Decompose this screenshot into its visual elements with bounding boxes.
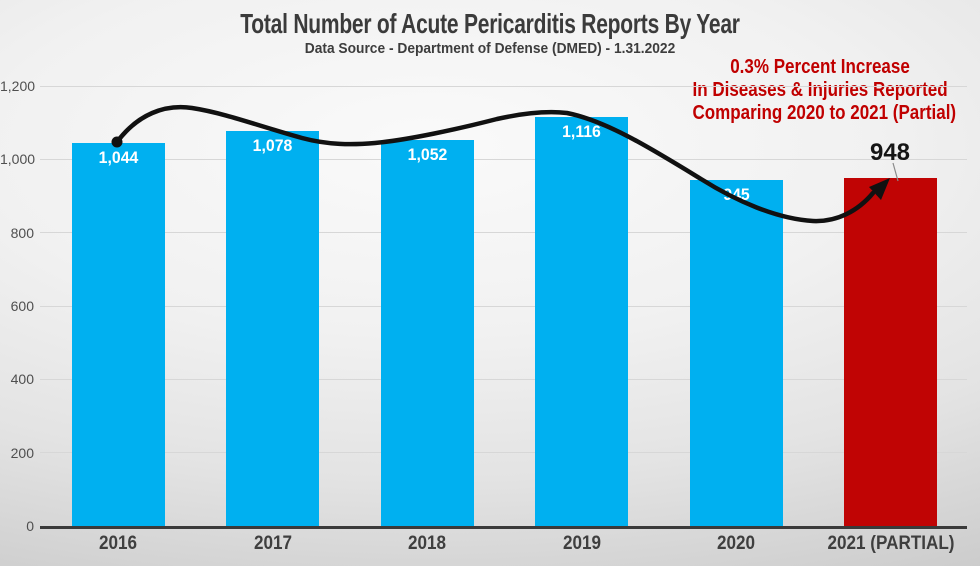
bar-value-label: 945 xyxy=(722,185,750,204)
gridline-1200 xyxy=(40,85,967,87)
x-axis-label-2021 (PARTIAL): 2021 (PARTIAL) xyxy=(826,533,955,554)
gridline-600 xyxy=(40,305,967,307)
annotation-line-2: In Diseases & Injuries Reported xyxy=(692,79,948,101)
y-axis-label-400: 400 xyxy=(10,371,34,388)
bar-value-label: 1,078 xyxy=(252,136,293,155)
bar-2018: 1,052 xyxy=(380,140,474,526)
y-axis-label-600: 600 xyxy=(10,298,34,314)
gridline-800 xyxy=(40,232,967,234)
callout-948-label: 948 xyxy=(869,139,911,166)
y-axis-label-800: 800 xyxy=(10,224,34,241)
x-axis-label-2020: 2020 xyxy=(716,533,756,554)
y-axis-label-1000: 1,000 xyxy=(0,151,36,168)
y-axis-label-200: 200 xyxy=(10,444,34,461)
gridline-400 xyxy=(40,378,967,380)
x-axis-line xyxy=(40,526,967,529)
bar-2017: 1,078 xyxy=(226,130,319,526)
x-axis-label-2018: 2018 xyxy=(407,533,447,554)
bar-2020: 945 xyxy=(689,179,783,526)
x-axis-label-2019: 2019 xyxy=(562,533,601,554)
bar-2019: 1,116 xyxy=(535,116,628,526)
y-axis-label-0: 0 xyxy=(26,518,34,534)
annotation-line-1: 0.3% Percent Increase xyxy=(730,56,910,78)
annotation-text-block: 0.3% Percent Increase In Diseases & Inju… xyxy=(692,56,957,125)
gridline-1000 xyxy=(40,158,967,160)
gridline-200 xyxy=(40,452,967,454)
bar-value-label: 1,116 xyxy=(562,122,601,141)
chart-subtitle: Data Source - Department of Defense (DME… xyxy=(304,41,676,57)
x-axis-label-2017: 2017 xyxy=(253,533,292,554)
x-axis-label-2016: 2016 xyxy=(98,533,138,554)
bar-2021 (PARTIAL) xyxy=(844,178,937,526)
bar-2016: 1,044 xyxy=(71,143,165,526)
y-axis-label-1200: 1,200 xyxy=(0,78,36,94)
bar-value-label: 1,044 xyxy=(98,149,138,168)
bar-value-label: 1,052 xyxy=(407,146,447,165)
annotation-line-3: Comparing 2020 to 2021 (Partial) xyxy=(692,102,957,124)
chart-title: Total Number of Acute Pericarditis Repor… xyxy=(240,8,740,39)
